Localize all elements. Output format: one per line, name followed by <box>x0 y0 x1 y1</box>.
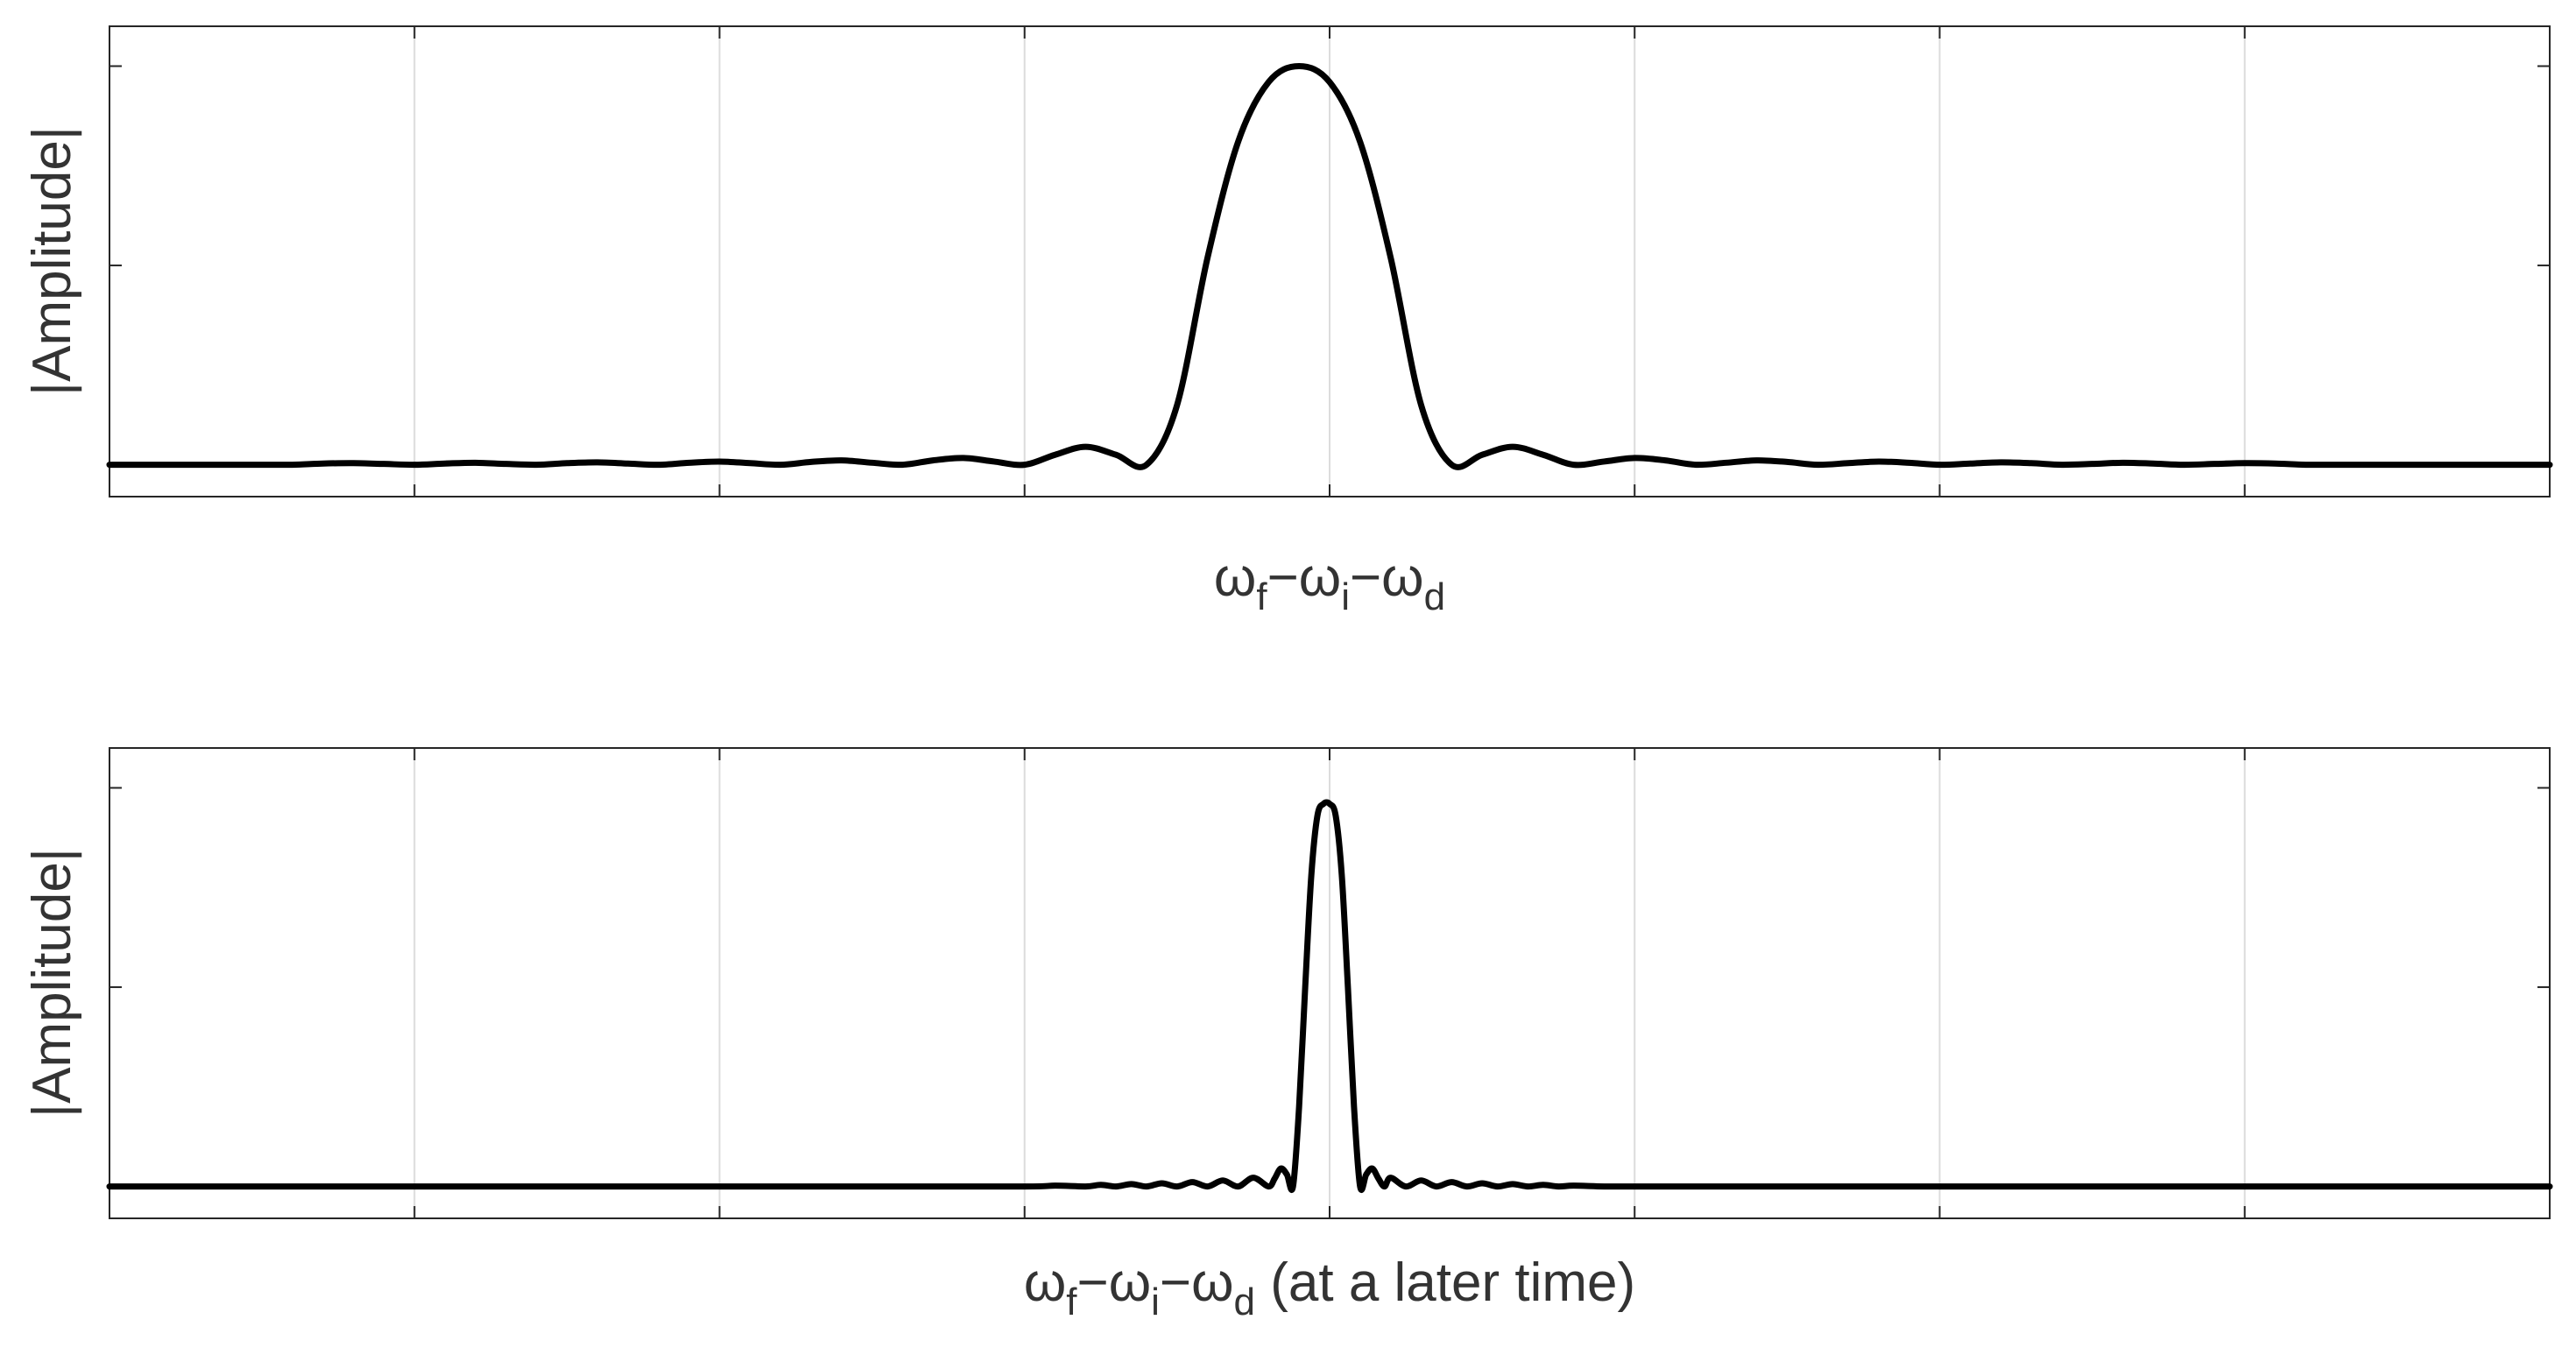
subplot-top: |Amplitude| ωf−ωi−ωd <box>22 25 2553 618</box>
grid-lines <box>413 26 2246 497</box>
amplitude-curve <box>106 63 2553 470</box>
subscript-d: d <box>1424 575 1445 618</box>
x-axis-label-suffix: (at a later time) <box>1255 1253 1635 1313</box>
grid-lines <box>413 748 2246 1218</box>
subplot-bottom: |Amplitude| ωf−ωi−ωd (at a later time) <box>22 747 2553 1323</box>
x-axis-label: ωf−ωi−ωd (at a later time) <box>1024 1253 1635 1323</box>
minus-omega-d-symbol: −ω <box>1160 1253 1234 1313</box>
minus-omega-i-symbol: −ω <box>1077 1253 1152 1313</box>
subscript-i: i <box>1151 1281 1160 1323</box>
subscript-f: f <box>1066 1281 1077 1323</box>
omega-f-symbol: ω <box>1214 547 1256 608</box>
y-axis-label: |Amplitude| <box>22 126 82 396</box>
plot-area-border <box>109 747 2551 1219</box>
subscript-d: d <box>1234 1281 1255 1323</box>
x-axis-label: ωf−ωi−ωd <box>1214 547 1445 618</box>
subscript-i: i <box>1341 575 1350 618</box>
minus-omega-i-symbol: −ω <box>1267 547 1342 608</box>
minus-omega-d-symbol: −ω <box>1350 547 1424 608</box>
subscript-f: f <box>1256 575 1267 618</box>
amplitude-curve <box>106 799 2553 1193</box>
y-axis-label: |Amplitude| <box>22 848 82 1118</box>
plot-area-border <box>109 25 2551 497</box>
omega-f-symbol: ω <box>1024 1253 1066 1313</box>
